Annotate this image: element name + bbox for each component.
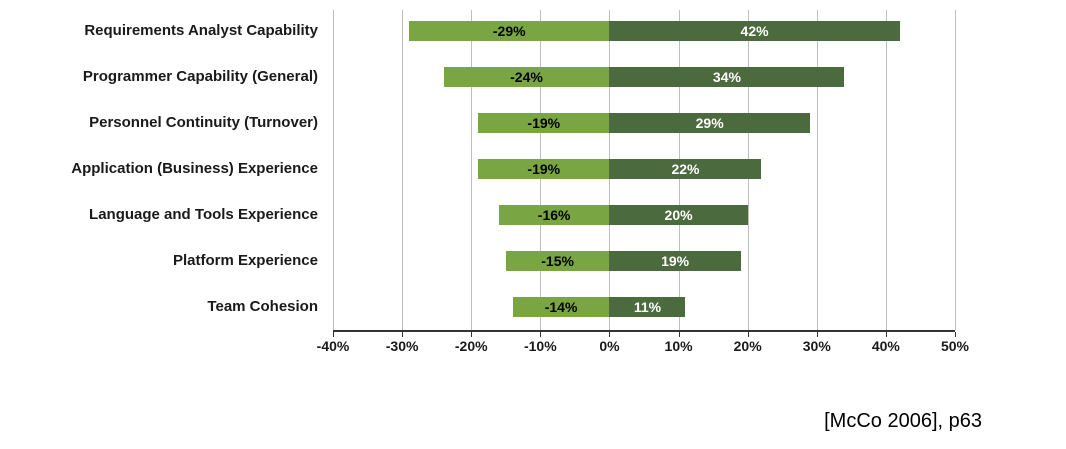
bar-positive: 22% [609,159,762,179]
value-label-positive: 11% [633,299,662,315]
axis-tick-mark [402,332,404,337]
axis-tick-mark [540,332,542,337]
bar-negative: -24% [443,67,610,87]
x-axis-label: 40% [871,338,900,354]
category-label: Team Cohesion [207,298,318,315]
bar-positive: 20% [609,205,748,225]
axis-tick-mark [471,332,473,337]
value-label-positive: 22% [671,161,700,177]
gridline [333,10,334,330]
bar-negative: -14% [512,297,610,317]
x-axis-label: 30% [802,338,831,354]
category-label: Requirements Analyst Capability [84,22,318,39]
bar-positive: 34% [609,67,845,87]
category-label: Language and Tools Experience [89,206,318,223]
x-axis-label: 20% [733,338,762,354]
value-label-negative: -19% [527,161,561,177]
value-label-positive: 42% [740,23,769,39]
bar-negative: -16% [498,205,610,225]
bar-negative: -29% [409,21,610,41]
plot-area: -29% 42% -24% 34% -19% 29% -19% 22% -16% 20% -15% 1… [333,8,956,337]
axis-tick-mark [955,332,956,337]
bar-negative: -19% [478,159,610,179]
x-axis-label: 10% [664,338,693,354]
bar-negative: -15% [505,251,610,271]
value-label-negative: -29% [492,23,526,39]
gridline [471,10,473,330]
x-axis-label: 50% [940,338,970,354]
bar-negative: -19% [478,113,610,133]
gridline [885,10,887,330]
bar-positive: 11% [609,297,686,317]
value-label-negative: -24% [510,69,543,85]
category-label: Application (Business) Experience [71,160,318,177]
bar-positive: 29% [609,113,810,133]
gridline [402,10,404,330]
value-label-negative: -15% [541,253,574,269]
x-axis-label: -20% [454,338,488,354]
axis-tick-mark [678,332,680,337]
gridline [955,10,956,330]
x-axis-label: -40% [316,338,350,354]
x-axis-label: 0% [599,338,620,354]
x-axis-label: -10% [523,338,557,354]
value-label-negative: -16% [537,207,571,223]
value-label-negative: -14% [544,299,578,315]
axis-tick-mark [747,332,749,337]
axis-tick-mark [333,332,334,337]
axis-tick-mark [885,332,887,337]
value-label-positive: 29% [695,115,724,131]
category-label: Personnel Continuity (Turnover) [89,114,318,131]
axis-tick-mark [609,332,611,337]
value-label-positive: 19% [661,253,690,269]
bar-positive: 42% [609,21,900,41]
bar-positive: 19% [609,251,741,271]
category-label: Programmer Capability (General) [82,68,318,85]
citation: [McCo 2006], p63 [824,410,982,432]
value-label-positive: 20% [664,207,693,223]
value-label-positive: 34% [712,69,741,85]
value-label-negative: -19% [527,115,561,131]
category-label: Platform Experience [172,252,318,269]
gridline [816,10,818,330]
x-axis-label: -30% [385,338,419,354]
axis-tick-mark [816,332,818,337]
